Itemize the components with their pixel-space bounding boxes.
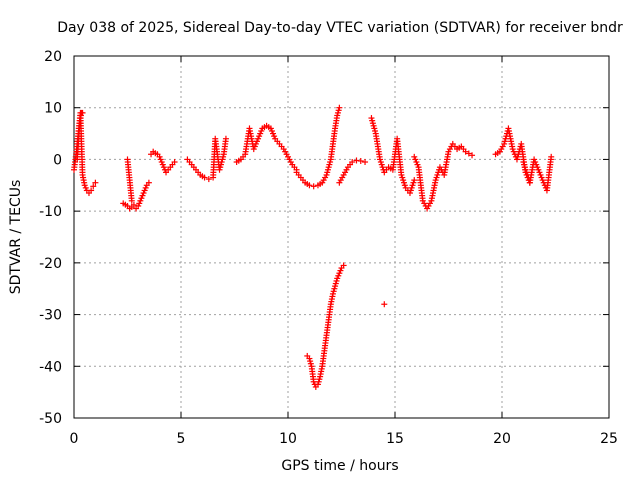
data-point — [90, 183, 97, 190]
x-tick-label: 0 — [70, 431, 79, 447]
data-point — [462, 148, 469, 155]
data-point — [411, 177, 418, 184]
data-point — [92, 179, 99, 186]
data-point — [548, 153, 555, 160]
data-point — [526, 179, 533, 186]
y-tick-label: -10 — [39, 204, 62, 220]
data-point — [201, 174, 208, 181]
x-tick-label: 15 — [386, 431, 404, 447]
y-tick-label: 10 — [44, 101, 62, 117]
x-tick-label: 10 — [279, 431, 297, 447]
data-points — [71, 104, 555, 390]
y-tick-label: 20 — [44, 49, 62, 65]
x-axis-label: GPS time / hours — [281, 458, 398, 474]
y-axis-label: SDTVAR / TECUs — [8, 180, 24, 295]
data-point — [222, 135, 229, 142]
data-point — [171, 159, 178, 166]
data-point — [128, 197, 135, 204]
y-tick-label: -30 — [39, 308, 62, 324]
x-tick-label: 25 — [600, 431, 618, 447]
x-tick-label: 5 — [177, 431, 186, 447]
data-point-interp — [465, 150, 472, 157]
data-point — [145, 179, 152, 186]
y-tick-labels: -50 -40 -30 -20 -10 0 10 20 — [39, 49, 62, 427]
data-point — [205, 176, 212, 183]
y-tick-label: -40 — [39, 359, 62, 375]
x-tick-labels: 0 5 10 15 20 25 — [70, 431, 618, 447]
data-point — [130, 201, 137, 208]
data-point — [381, 301, 388, 308]
data-point — [340, 262, 347, 269]
data-point — [79, 109, 86, 116]
data-point — [349, 159, 356, 166]
data-point — [469, 152, 476, 159]
plot-frame — [73, 55, 610, 419]
data-point — [88, 187, 95, 194]
x-tick-label: 20 — [493, 431, 511, 447]
data-point — [310, 183, 317, 190]
chart-title: Day 038 of 2025, Sidereal Day-to-day VTE… — [57, 20, 623, 36]
y-tick-label: -20 — [39, 256, 62, 272]
y-tick-label: 0 — [53, 152, 62, 168]
data-point — [362, 159, 369, 166]
data-point — [306, 182, 313, 189]
data-point — [357, 157, 364, 164]
data-point — [336, 104, 343, 111]
y-tick-label: -50 — [39, 411, 62, 427]
